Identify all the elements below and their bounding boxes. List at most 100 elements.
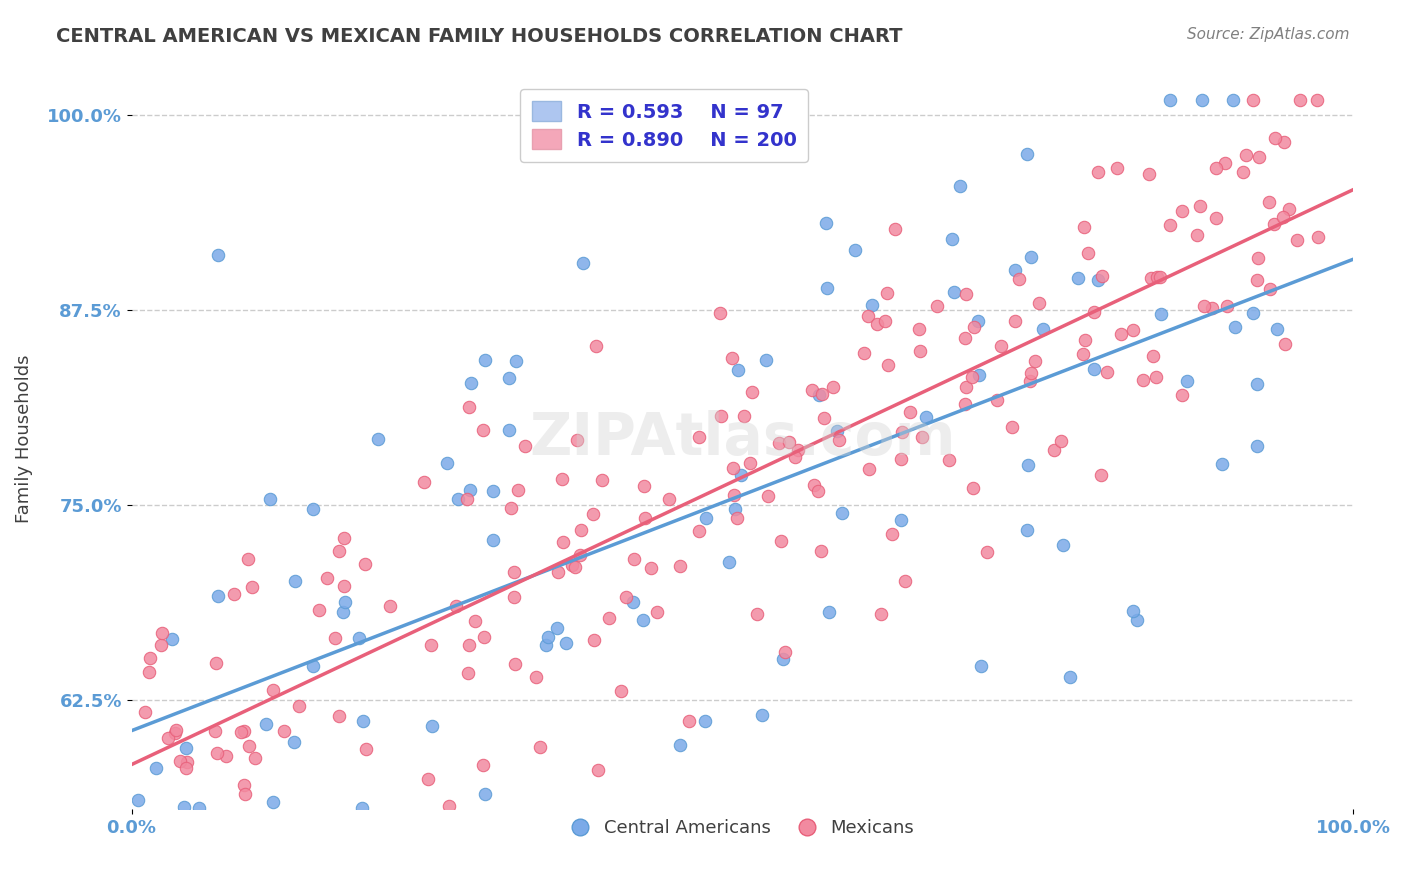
Point — [524, 670, 547, 684]
Point — [262, 795, 284, 809]
Point — [1087, 164, 1109, 178]
Point — [214, 748, 236, 763]
Point — [1306, 93, 1329, 107]
Point — [1241, 306, 1264, 320]
Point — [458, 638, 481, 652]
Point — [188, 801, 211, 815]
Point — [634, 510, 657, 524]
Point — [1015, 523, 1038, 537]
Point — [915, 409, 938, 424]
Point — [803, 477, 825, 491]
Point — [160, 632, 183, 646]
Point — [725, 511, 748, 525]
Point — [688, 430, 710, 444]
Point — [503, 657, 526, 672]
Point — [534, 639, 557, 653]
Point — [1171, 204, 1194, 219]
Point — [238, 739, 260, 754]
Point — [457, 665, 479, 680]
Point — [1192, 298, 1215, 312]
Point — [1175, 374, 1198, 388]
Point — [598, 610, 620, 624]
Point — [814, 216, 837, 230]
Point — [301, 659, 323, 673]
Point — [778, 434, 800, 449]
Point — [1241, 93, 1264, 107]
Point — [678, 714, 700, 729]
Point — [148, 814, 170, 829]
Point — [437, 799, 460, 814]
Point — [1091, 268, 1114, 283]
Point — [301, 502, 323, 516]
Point — [1105, 161, 1128, 175]
Point — [328, 709, 350, 723]
Point — [723, 488, 745, 502]
Point — [142, 888, 165, 892]
Point — [960, 369, 983, 384]
Legend: Central Americans, Mexicans: Central Americans, Mexicans — [564, 812, 921, 845]
Point — [818, 605, 841, 619]
Point — [1146, 269, 1168, 284]
Point — [807, 484, 830, 499]
Point — [1067, 270, 1090, 285]
Point — [328, 544, 350, 558]
Point — [254, 717, 277, 731]
Point — [650, 856, 672, 871]
Point — [631, 613, 654, 627]
Point — [464, 614, 486, 628]
Point — [1150, 307, 1173, 321]
Point — [688, 524, 710, 538]
Point — [259, 829, 281, 843]
Point — [501, 501, 523, 516]
Point — [447, 491, 470, 506]
Point — [890, 452, 912, 467]
Point — [709, 306, 731, 320]
Point — [569, 549, 592, 563]
Point — [668, 739, 690, 753]
Point — [564, 560, 586, 574]
Point — [860, 298, 883, 312]
Point — [898, 405, 921, 419]
Point — [332, 531, 354, 545]
Point — [460, 376, 482, 390]
Point — [352, 714, 374, 728]
Point — [1090, 467, 1112, 482]
Point — [1050, 434, 1073, 449]
Point — [352, 801, 374, 815]
Point — [273, 724, 295, 739]
Point — [1137, 167, 1160, 181]
Point — [1213, 156, 1236, 170]
Point — [315, 571, 337, 585]
Point — [145, 760, 167, 774]
Point — [458, 400, 481, 414]
Point — [610, 684, 633, 698]
Point — [1222, 93, 1244, 107]
Point — [1144, 370, 1167, 384]
Point — [332, 606, 354, 620]
Point — [551, 534, 574, 549]
Point — [785, 450, 807, 465]
Point — [1052, 538, 1074, 552]
Point — [194, 856, 217, 871]
Point — [966, 314, 988, 328]
Point — [174, 761, 197, 775]
Point — [810, 544, 832, 558]
Point — [986, 393, 1008, 408]
Point — [1073, 219, 1095, 234]
Point — [733, 409, 755, 424]
Point — [420, 719, 443, 733]
Point — [502, 590, 524, 604]
Point — [283, 735, 305, 749]
Point — [844, 244, 866, 258]
Point — [150, 626, 173, 640]
Point — [229, 725, 252, 739]
Point — [1019, 367, 1042, 381]
Point — [472, 758, 495, 772]
Point — [1004, 263, 1026, 277]
Point — [831, 506, 853, 520]
Point — [967, 368, 990, 382]
Point — [561, 558, 583, 573]
Point — [1289, 93, 1312, 107]
Point — [1201, 301, 1223, 316]
Point — [710, 409, 733, 423]
